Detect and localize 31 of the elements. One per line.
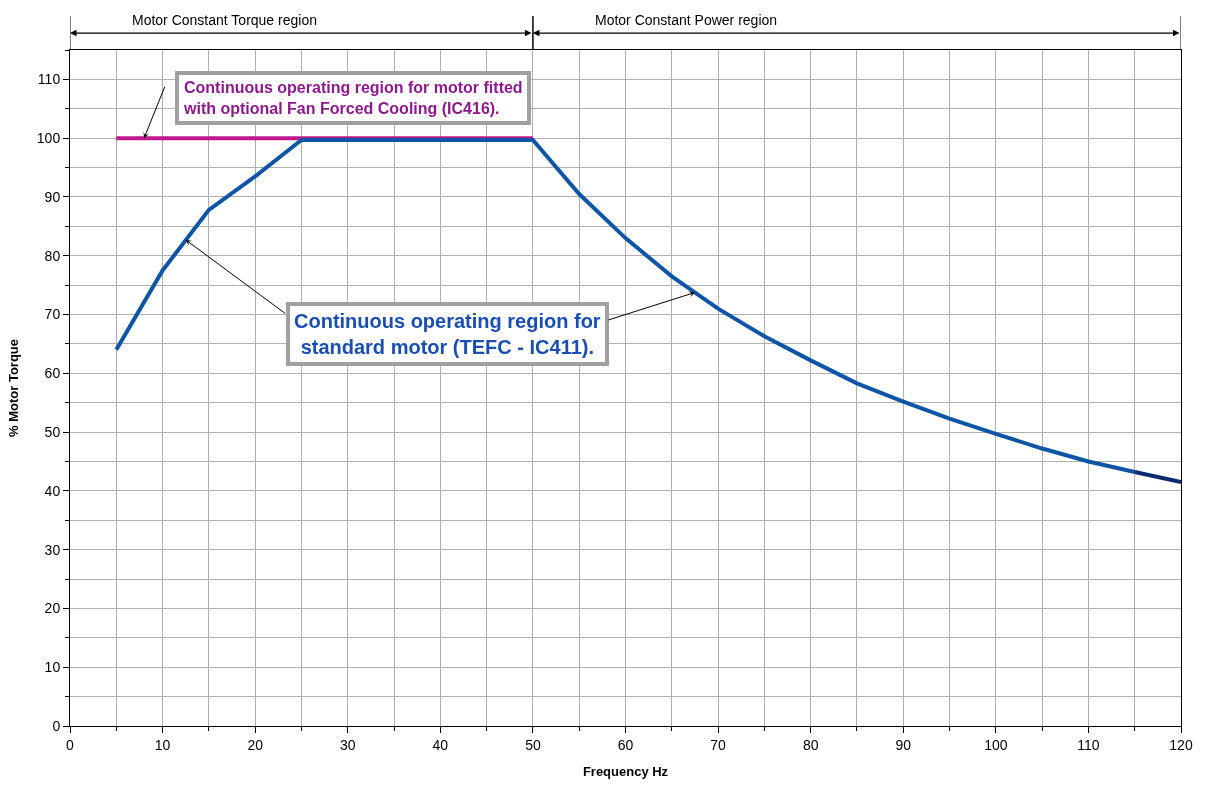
y-tick-label: 110 — [37, 71, 61, 88]
x-axis-title: Frequency Hz — [582, 764, 669, 780]
y-tick-label: 10 — [44, 659, 61, 676]
y-tick-label: 20 — [44, 600, 61, 617]
x-tick-label: 0 — [66, 736, 75, 753]
x-tick-label: 80 — [802, 736, 819, 753]
x-tick-label: 40 — [432, 736, 449, 753]
x-tick-label: 110 — [1077, 736, 1100, 753]
y-tick-label: 30 — [44, 541, 61, 558]
x-tick-label: 30 — [339, 736, 356, 753]
x-tick-label: 20 — [247, 736, 264, 753]
y-tick-label: 0 — [52, 717, 61, 734]
text: Motor Constant Power region — [595, 12, 778, 28]
y-tick-label: 80 — [44, 247, 61, 264]
y-tick-label: 90 — [44, 188, 61, 205]
x-tick-label: 60 — [617, 736, 634, 753]
x-tick-label: 100 — [984, 736, 1008, 753]
x-tick-label: 10 — [154, 736, 171, 753]
y-tick-label: 100 — [36, 130, 61, 147]
y-tick-label: 50 — [44, 423, 61, 440]
text: Motor Constant Torque region — [132, 12, 317, 28]
x-tick-label: 90 — [895, 736, 912, 753]
x-tick-label: 120 — [1169, 736, 1193, 753]
y-tick-label: 70 — [44, 306, 61, 323]
annotation: Continuous operating region for motor fitted with optional Fan Forced Cooling (IC416). — [183, 79, 523, 117]
y-tick-label: 40 — [44, 482, 61, 499]
x-tick-label: 70 — [710, 736, 727, 753]
x-tick-label: 50 — [525, 736, 541, 753]
y-axis-title: % Motor Torque — [5, 339, 21, 437]
y-tick-label: 60 — [44, 365, 61, 382]
annotation: Continuous operating region for standard motor (TEFC - IC411). — [294, 310, 601, 358]
